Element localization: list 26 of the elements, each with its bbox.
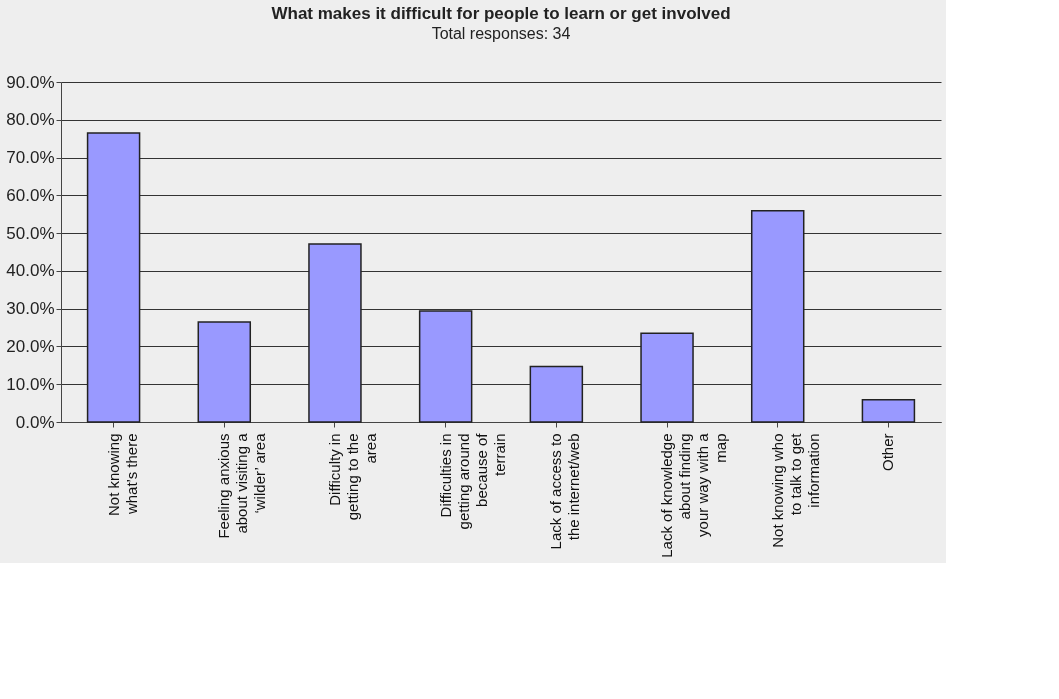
bar <box>640 332 694 423</box>
y-tick-label: 80.0% <box>6 110 55 130</box>
y-tick-label: 70.0% <box>6 148 55 168</box>
x-tick-label: Lack of knowledge about finding your way with a map <box>658 432 730 558</box>
y-tick-label: 0.0% <box>15 412 55 432</box>
y-tick-label: 30.0% <box>6 299 55 319</box>
bar <box>418 310 473 423</box>
x-tick-label: Not knowing what’s there <box>104 433 140 517</box>
bar <box>308 243 362 423</box>
y-tick-label: 60.0% <box>6 185 55 205</box>
y-tick-label: 90.0% <box>6 72 55 92</box>
bar <box>529 365 584 423</box>
y-tick-label: 10.0% <box>6 374 55 394</box>
bar <box>861 398 916 423</box>
x-tick-label: Difficulties in getting around because of terrain <box>436 432 508 530</box>
chart-title: What makes it difficult for people to learn or get involved <box>271 4 731 23</box>
bar <box>197 321 252 423</box>
y-tick-label: 20.0% <box>6 336 55 356</box>
x-tick-label: Difficulty in getting to the area <box>325 432 379 521</box>
bar <box>86 132 141 423</box>
chart-subtitle: Total responses: 34 <box>431 25 571 42</box>
y-tick-label: 50.0% <box>6 223 55 243</box>
x-tick-label: Other <box>879 433 897 472</box>
bar <box>750 210 805 423</box>
x-tick-label: Feeling anxious about visiting a ‘wilder’ area <box>215 432 269 539</box>
y-tick-label: 40.0% <box>6 261 55 281</box>
